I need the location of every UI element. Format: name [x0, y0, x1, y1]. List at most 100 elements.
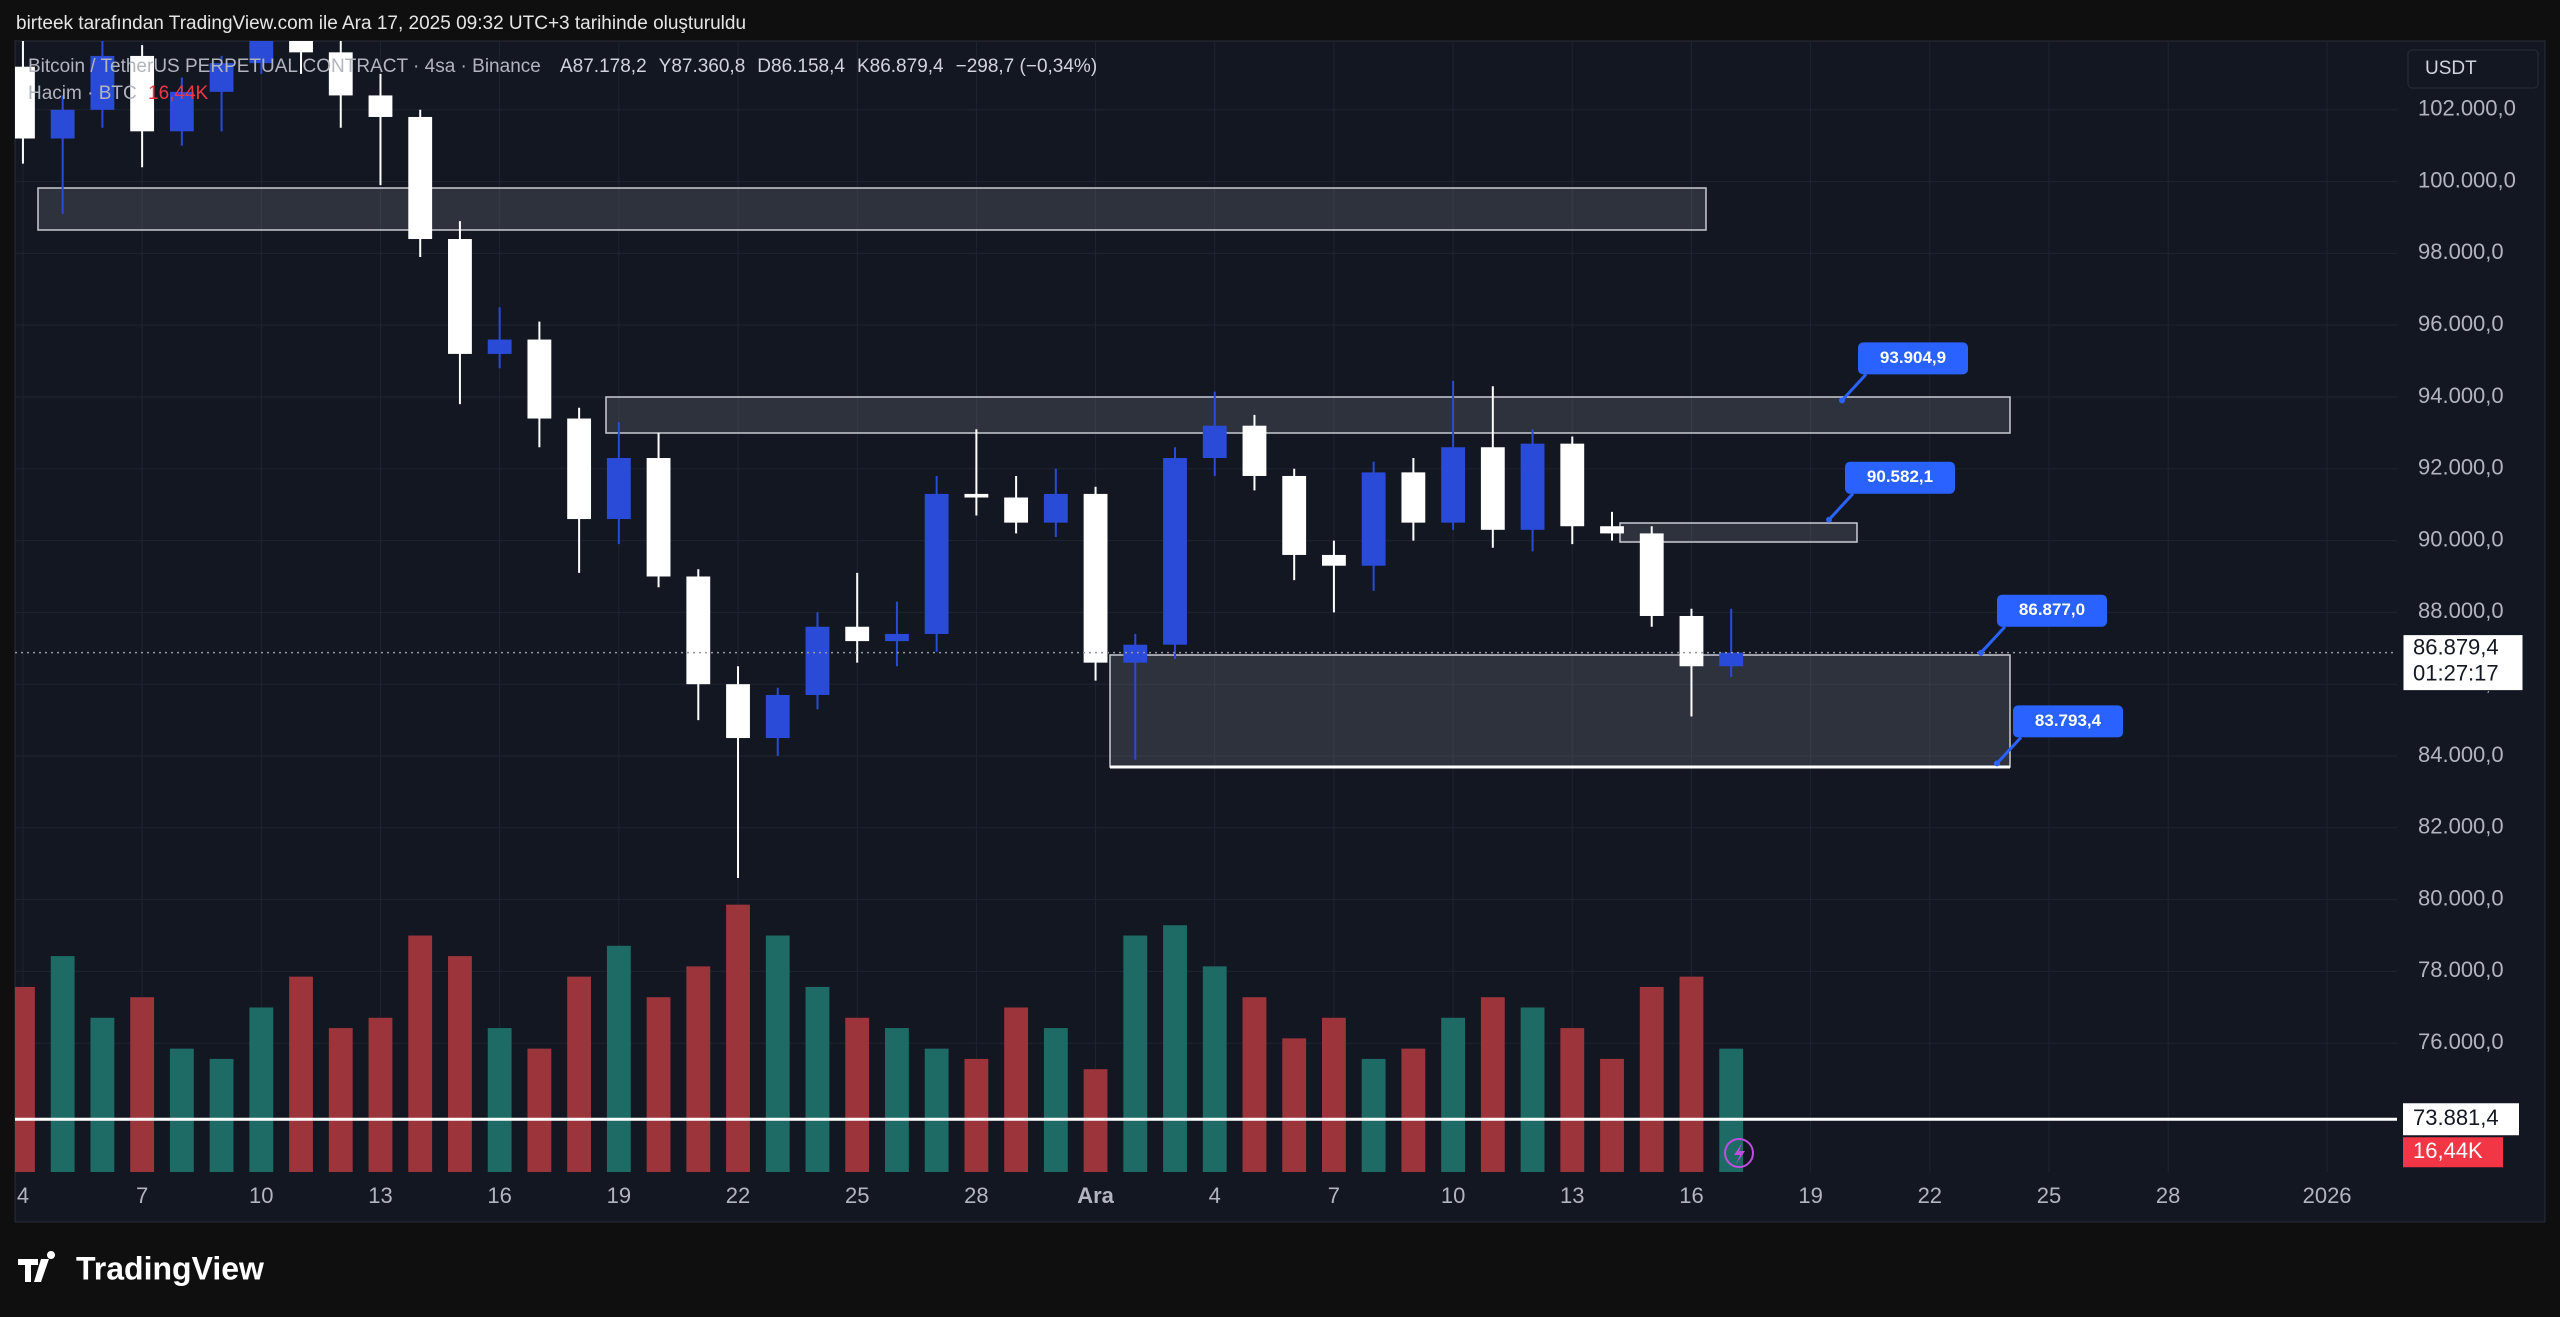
volume-bar: [448, 956, 472, 1172]
overlays: 86.879,401:27:17 73.881,4 16,44K 93.904,9 90…: [15, 342, 2524, 1168]
volume-bar: [209, 1058, 234, 1172]
candle-body: [567, 418, 592, 520]
volume-bar: [1163, 925, 1187, 1172]
symbol: Bitcoin / TetherUS PERPETUAL CONTRACT · …: [28, 56, 541, 77]
volume-bar: [1480, 997, 1505, 1172]
volume-bar: [1560, 1028, 1585, 1172]
volume-legend-value: 16,44K: [148, 83, 209, 104]
volume-bar: [885, 1028, 909, 1172]
y-tick-label: 84.000,0: [2418, 742, 2504, 767]
volume-bar: [130, 997, 155, 1172]
x-tick-label: 2026: [2303, 1183, 2352, 1208]
zone-box: [1109, 654, 2011, 768]
level-label: 73.881,4: [2413, 1105, 2499, 1130]
volume-bar: [1123, 935, 1148, 1172]
flash-icon[interactable]: [1724, 1138, 1754, 1168]
callout-label: 93.904,9: [1880, 348, 1946, 367]
candle-body: [1639, 533, 1664, 616]
y-tick-label: 80.000,0: [2418, 885, 2504, 910]
candle-body: [1401, 472, 1426, 523]
volume-axis-box: [2403, 1137, 2503, 1168]
caption: birteek tarafından TradingView.com ile A…: [16, 13, 746, 34]
candle-body: [1202, 425, 1227, 459]
candle-body: [646, 458, 671, 577]
x-tick-label: 7: [1328, 1183, 1340, 1208]
volume-bar: [169, 1048, 194, 1172]
volume-bar: [1361, 1058, 1386, 1172]
logo: TradingView: [18, 1250, 264, 1286]
flash-glyph: [1734, 1143, 1745, 1164]
current-price-label: 86.879,4: [2413, 634, 2499, 659]
y-tick-label: 82.000,0: [2418, 814, 2504, 839]
y-tick-label: 96.000,0: [2418, 311, 2504, 336]
y-tick-label: 98.000,0: [2418, 239, 2504, 264]
y-tick-label: 102.000,0: [2418, 96, 2516, 121]
callout-box: [1845, 461, 1955, 494]
volume-bar: [368, 1017, 393, 1172]
candle-body: [527, 339, 552, 419]
candle-body: [408, 116, 433, 240]
y-tick-label: 78.000,0: [2418, 957, 2504, 982]
callout-label: 90.582,1: [1867, 467, 1933, 486]
callout-line: [1827, 492, 1855, 521]
candle-body: [765, 694, 790, 739]
current-price-box: [2402, 634, 2524, 692]
callout-label: 86.877,0: [2019, 600, 2085, 619]
volume-bar: [1520, 1007, 1545, 1172]
candle-body: [1322, 554, 1346, 566]
currency[interactable]: USDT: [2425, 58, 2477, 79]
candle-body: [1004, 497, 1029, 523]
candle-body: [1043, 493, 1068, 523]
candle-body: [50, 109, 75, 139]
candle-body: [1719, 652, 1744, 667]
x-tick-label: 22: [1918, 1183, 1942, 1208]
y-tick-label: 100.000,0: [2418, 167, 2516, 192]
volume-bar: [765, 935, 790, 1172]
callout-box: [1997, 594, 2107, 627]
x-tick-label: 10: [249, 1183, 273, 1208]
volume-bar: [1242, 997, 1267, 1172]
callout-line: [1995, 736, 2023, 765]
volume-legend: Hacim · BTC: [28, 83, 137, 104]
x-tick-label: 13: [1560, 1183, 1584, 1208]
x-tick-label: 4: [1209, 1183, 1221, 1208]
brand: TradingView: [76, 1250, 264, 1286]
candle-body: [606, 458, 631, 520]
candle-body: [1123, 644, 1148, 663]
ohlc-value: K86.879,4: [857, 56, 944, 77]
ohlc-value: A87.178,2: [560, 56, 647, 77]
candle-body: [15, 66, 35, 139]
x-tick-label: 4: [17, 1183, 29, 1208]
x-tick-label: 19: [1798, 1183, 1822, 1208]
candle-body: [1480, 447, 1505, 530]
countdown: 01:27:17: [2413, 660, 2499, 685]
candle-body: [368, 95, 393, 117]
volume-bar: [805, 986, 830, 1172]
volume-bar: [606, 945, 631, 1172]
candle-body: [1679, 615, 1704, 667]
volume-bar: [1043, 1028, 1068, 1172]
callout-line: [1840, 373, 1868, 402]
x-tick-label: 19: [607, 1183, 631, 1208]
candle-body: [1083, 493, 1108, 663]
zone-box: [37, 187, 1707, 231]
ohlc-legend: A87.178,2 Y87.360,8 D86.158,4 K86.879,4 −298…: [560, 56, 1097, 77]
volume-bar: [249, 1007, 274, 1172]
x-tick-label: 10: [1441, 1183, 1465, 1208]
x-tick-label: 28: [964, 1183, 988, 1208]
candle-body: [1163, 458, 1187, 645]
candle-body: [686, 576, 711, 685]
callout-label: 83.793,4: [2035, 711, 2102, 730]
volume-bar: [686, 966, 711, 1172]
candle-body: [249, 41, 274, 64]
x-tick-label: 13: [368, 1183, 392, 1208]
y-tick-label: 92.000,0: [2418, 455, 2504, 480]
volume-bar: [1679, 976, 1704, 1172]
currency-button[interactable]: [2407, 49, 2539, 89]
volume-bar: [1719, 1048, 1744, 1172]
candles: [15, 41, 1744, 879]
candle-body: [1600, 526, 1624, 534]
volume-bar: [15, 986, 35, 1172]
